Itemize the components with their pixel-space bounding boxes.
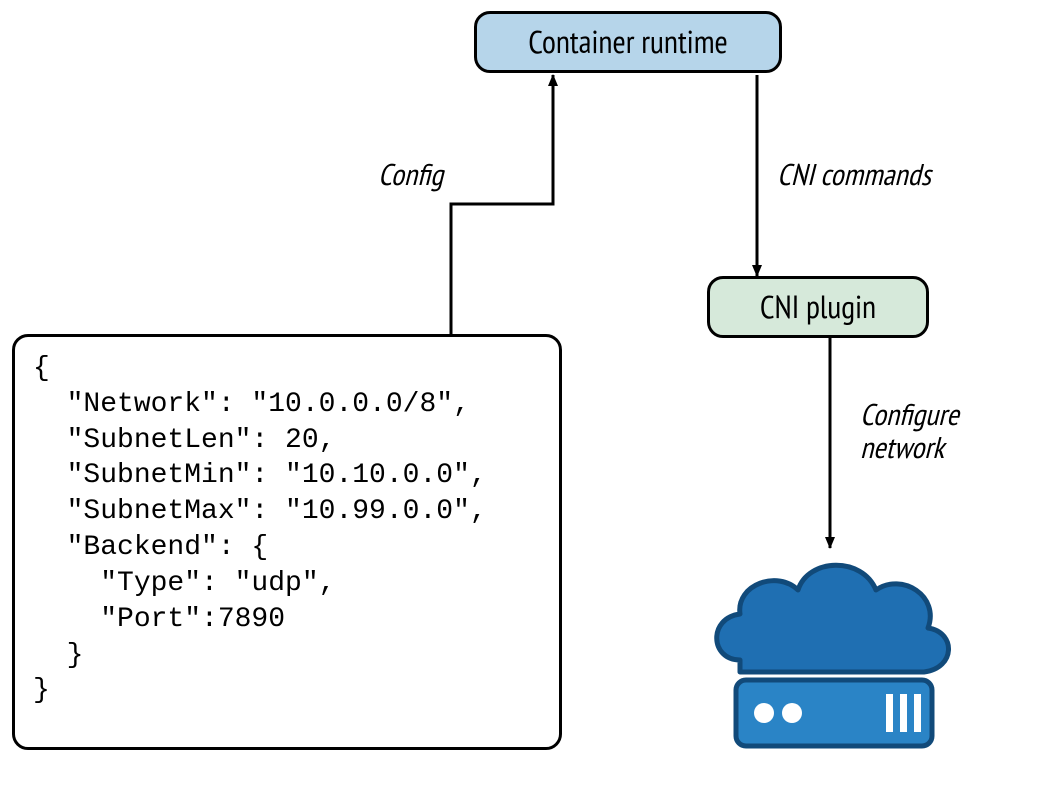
edge-label-config: Config	[378, 158, 443, 191]
node-cni-plugin: CNI plugin	[707, 276, 929, 338]
node-container-runtime-label: Container runtime	[528, 24, 728, 59]
node-cni-plugin-label: CNI plugin	[760, 289, 876, 324]
edge-label-configure-network: Configure network	[860, 398, 959, 464]
cloud-icon	[717, 565, 949, 672]
edge-label-cni-commands: CNI commands	[777, 158, 931, 191]
node-config-box: { "Network": "10.0.0.0/8", "SubnetLen": …	[12, 334, 562, 750]
cloud-server-icon	[700, 540, 960, 770]
edge-config-to-runtime	[451, 75, 553, 334]
node-container-runtime: Container runtime	[474, 11, 782, 73]
server-icon	[736, 680, 932, 746]
diagram-canvas: Container runtime CNI plugin { "Network"…	[0, 0, 1052, 788]
